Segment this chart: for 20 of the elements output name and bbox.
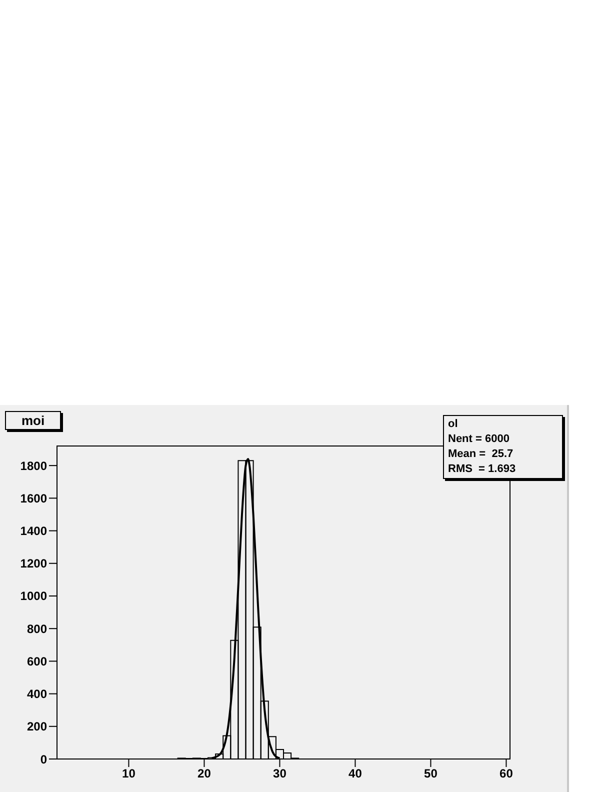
x-tick-label: 20 bbox=[198, 766, 212, 781]
annotation: Mean = 25.7 bbox=[448, 447, 514, 462]
annotation: RMS = 1.693 bbox=[448, 462, 517, 477]
stats-box: ol Nent = 6000 Mean = 25.7 RMS = 1.693 bbox=[443, 415, 563, 479]
chart-title: moi bbox=[5, 411, 61, 430]
y-tick-label: 800 bbox=[26, 622, 48, 636]
x-tick-label: 30 bbox=[273, 766, 287, 781]
y-tick-label: 400 bbox=[26, 687, 48, 702]
y-tick-label: 1800 bbox=[20, 458, 48, 473]
y-tick-label: 1200 bbox=[20, 556, 48, 571]
y-tick-label: 0 bbox=[40, 752, 48, 766]
y-tick-label: 600 bbox=[26, 654, 48, 668]
y-tick-label: 200 bbox=[26, 720, 48, 734]
x-tick-label: 10 bbox=[122, 766, 136, 781]
y-tick-label: 1600 bbox=[20, 491, 48, 506]
x-tick-label: 50 bbox=[424, 766, 438, 781]
y-tick-label: 1000 bbox=[20, 589, 48, 604]
x-tick-label: 40 bbox=[348, 766, 362, 781]
y-tick-label: 1400 bbox=[20, 524, 48, 538]
x-tick-label: 60 bbox=[500, 766, 514, 781]
